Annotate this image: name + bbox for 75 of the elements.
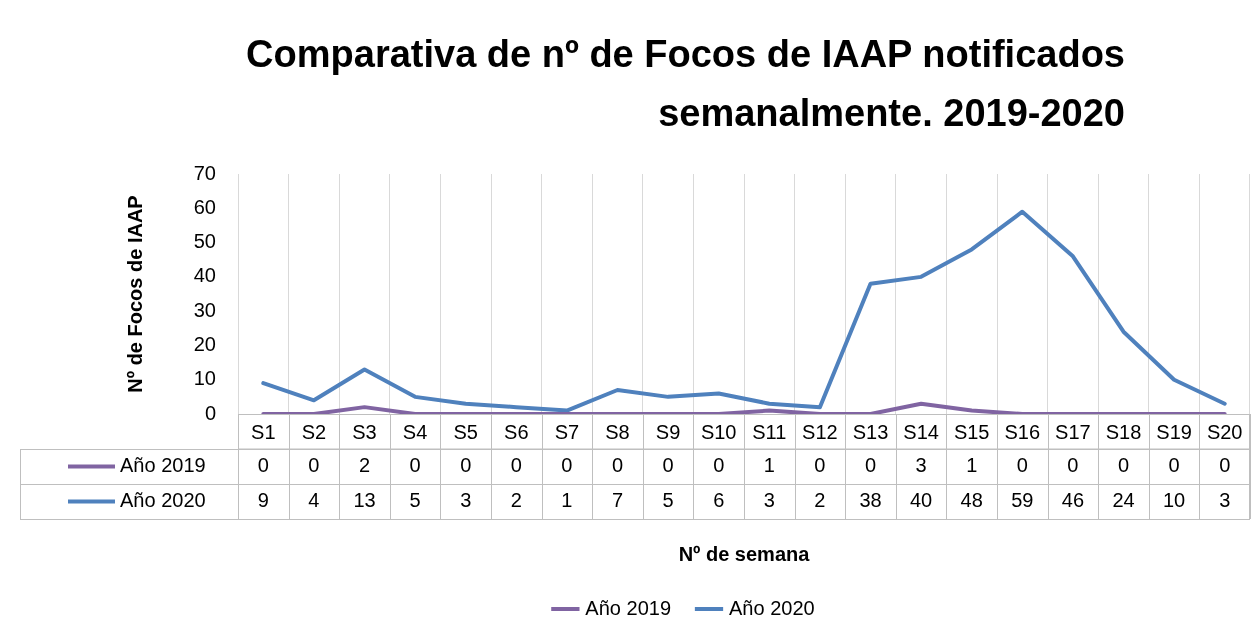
data-label: 10 [1162,489,1186,512]
data-label: 2 [358,454,371,477]
x-tick-label: S6 [504,420,529,443]
data-label: 3 [1219,489,1231,512]
x-tick-label: S12 [802,420,838,443]
y-axis-title: Nº de Focos de IAAP [123,195,146,393]
data-label: 48 [960,489,983,512]
x-tick-label: S1 [251,420,276,443]
data-label: 0 [713,454,725,477]
x-tick-label: S16 [1004,420,1041,443]
data-label: 59 [1011,489,1034,512]
x-tick-label: S9 [655,420,681,443]
data-label: 3 [460,489,472,512]
legend-label: Año 2020 [120,489,206,512]
data-label: 0 [308,454,320,477]
data-label: 0 [864,454,877,477]
data-label: 0 [1117,454,1130,477]
y-tick-label: 50 [193,230,216,253]
legend-label: Año 2019 [120,454,206,477]
data-label: 24 [1112,489,1135,512]
data-label: 0 [1067,454,1079,477]
data-label: 5 [409,489,421,512]
data-label: 1 [763,454,775,477]
x-tick-label: S13 [852,420,889,443]
data-label: 7 [611,489,624,512]
data-label: 0 [662,454,674,477]
data-label: 0 [1219,454,1231,477]
y-tick-label: 60 [193,195,216,218]
data-label: 9 [257,489,269,512]
data-label: 46 [1061,489,1085,512]
data-label: 0 [814,454,826,477]
x-tick-label: S15 [953,420,990,443]
data-label: 0 [257,454,269,477]
x-tick-label: S4 [402,420,428,443]
y-tick-label: 40 [193,264,216,287]
data-label: 1 [966,454,978,477]
x-tick-label: S10 [700,420,737,443]
x-tick-label: S7 [554,420,580,443]
x-axis-title: Nº de semana [678,542,811,565]
data-label: 13 [353,489,376,512]
data-label: 4 [308,489,320,512]
x-tick-label: S3 [352,420,377,443]
data-label: 1 [561,489,573,512]
data-label: 3 [763,489,775,512]
y-tick-label: 10 [193,367,216,390]
x-tick-label: S18 [1105,420,1142,443]
data-label: 0 [409,454,421,477]
y-tick-label: 20 [193,332,216,355]
data-label: 0 [460,454,472,477]
data-label: 0 [1016,454,1028,477]
data-label: 40 [909,489,933,512]
text: Año 2020 [729,596,815,619]
x-tick-label: S19 [1156,420,1192,443]
data-label: 2 [814,489,826,512]
x-tick-label: S8 [605,420,630,443]
data-label: 2 [510,489,522,512]
y-tick-label: 0 [204,401,216,424]
y-tick-label: 30 [193,298,216,321]
x-tick-label: S17 [1055,420,1091,443]
chart-title: Comparativa de nº de Focos de IAAP notificados semanalmente. 2019-2020 [246,33,1125,135]
x-tick-label: S20 [1206,420,1243,443]
data-label: 6 [713,489,725,512]
x-tick-label: S2 [301,420,327,443]
data-label: 38 [859,489,882,512]
data-label: 0 [561,454,573,477]
y-tick-label: 70 [193,161,216,184]
data-label: 0 [1168,454,1180,477]
x-tick-label: S14 [903,420,939,443]
data-label: 0 [611,454,624,477]
text: Año 2019 [585,596,672,619]
x-tick-label: S11 [752,420,787,443]
data-label: 3 [915,454,927,477]
x-tick-label: S5 [453,420,478,443]
data-label: 0 [510,454,522,477]
data-label: 5 [662,489,674,512]
